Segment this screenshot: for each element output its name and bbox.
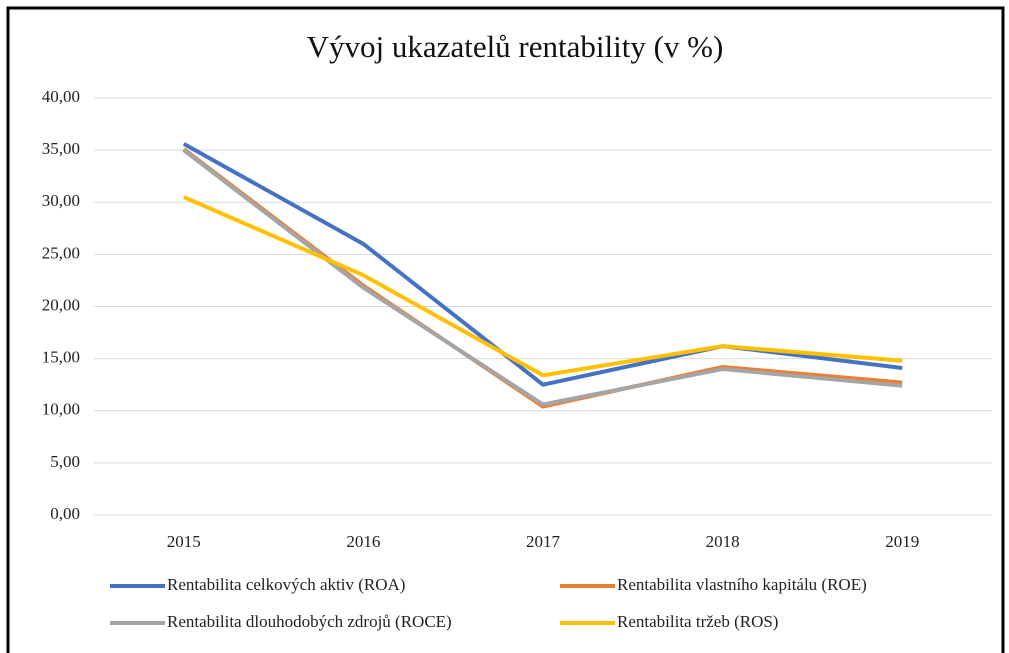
x-tick-label: 2015 — [167, 532, 201, 551]
chart-title: Vývoj ukazatelů rentability (v %) — [307, 29, 724, 64]
y-tick-label: 0,00 — [50, 504, 80, 523]
legend-label: Rentabilita dlouhodobých zdrojů (ROCE) — [167, 612, 452, 631]
data-line — [182, 148, 903, 407]
x-tick-label: 2019 — [885, 532, 919, 551]
data-line — [182, 142, 903, 387]
y-tick-label: 5,00 — [50, 452, 80, 471]
y-tick-label: 15,00 — [42, 348, 80, 367]
x-tick-label: 2017 — [526, 532, 561, 551]
y-tick-label: 10,00 — [42, 400, 80, 419]
y-tick-label: 35,00 — [42, 139, 80, 158]
data-line — [183, 195, 903, 378]
y-tick-label: 20,00 — [42, 295, 80, 314]
x-tick-label: 2018 — [706, 532, 740, 551]
y-tick-label: 30,00 — [42, 191, 80, 210]
x-tick-label: 2016 — [346, 532, 380, 551]
legend-label: Rentabilita celkových aktiv (ROA) — [167, 575, 405, 594]
y-tick-label: 40,00 — [42, 87, 80, 106]
legend-label: Rentabilita vlastního kapitálu (ROE) — [617, 575, 867, 594]
chart-frame — [6, 6, 1005, 653]
y-tick-label: 25,00 — [42, 243, 80, 262]
legend-label: Rentabilita tržeb (ROS) — [617, 612, 778, 631]
